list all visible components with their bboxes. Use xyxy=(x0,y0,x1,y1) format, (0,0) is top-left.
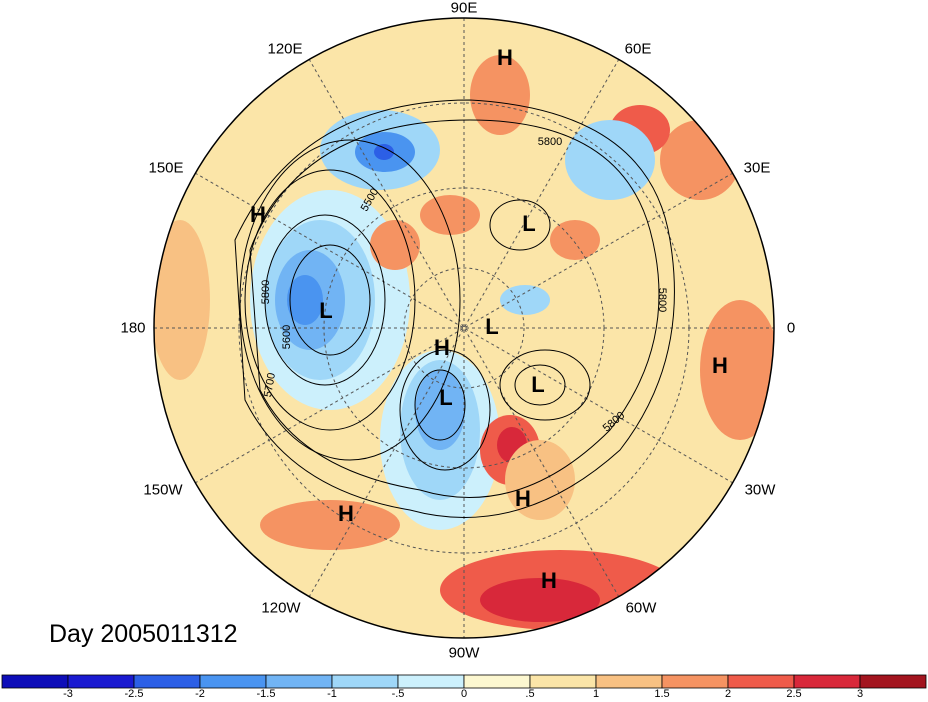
colorbar-swatch xyxy=(793,674,861,689)
colorbar-tick-label: 1.5 xyxy=(654,688,670,700)
contours xyxy=(234,99,675,518)
colorbar xyxy=(1,674,927,689)
low-pressure-marker: L xyxy=(531,372,545,397)
colorbar-tick-label: -3 xyxy=(63,688,73,700)
day-title: Day 2005011312 xyxy=(49,620,238,648)
low-pressure-marker: L xyxy=(522,211,536,236)
low-pressure-marker: L xyxy=(485,314,499,339)
high-pressure-marker: H xyxy=(338,501,354,526)
colorbar-swatch xyxy=(529,674,597,689)
colorbar-tick-label: 1 xyxy=(592,688,600,700)
colorbar-tick-label: -2 xyxy=(195,688,205,700)
colorbar-swatch xyxy=(1,674,69,689)
map-boundary xyxy=(153,17,775,639)
lon-label-150e: 150E xyxy=(148,159,184,177)
colorbar-tick-label: -1.5 xyxy=(256,688,276,700)
lon-label-0: 0 xyxy=(786,319,796,337)
lon-label-120w: 120W xyxy=(261,599,301,617)
colorbar-swatch xyxy=(397,674,465,689)
lon-label-30w: 30W xyxy=(744,481,776,499)
lon-label-30e: 30E xyxy=(743,159,771,177)
colorbar-swatch xyxy=(331,674,399,689)
colorbar-swatch xyxy=(859,674,927,689)
colorbar-swatch xyxy=(265,674,333,689)
graticule xyxy=(154,18,774,638)
colorbar-swatch xyxy=(595,674,663,689)
colorbar-swatch xyxy=(133,674,201,689)
contour-label: 5800 xyxy=(260,279,272,305)
lon-label-90e: 90E xyxy=(450,0,478,17)
colorbar-tick-label: 0 xyxy=(460,688,468,700)
lon-label-120e: 120E xyxy=(267,40,303,58)
colorbar-swatch xyxy=(661,674,729,689)
colorbar-swatch xyxy=(67,674,135,689)
colorbar-tick-label: 3 xyxy=(856,688,864,700)
high-pressure-marker: H xyxy=(541,568,557,593)
lon-label-90w: 90W xyxy=(448,644,480,662)
high-pressure-marker: H xyxy=(250,202,266,227)
lon-label-180: 180 xyxy=(120,319,146,337)
colorbar-tick-label: 2.5 xyxy=(786,688,802,700)
contour-label: 5600 xyxy=(281,324,293,350)
high-pressure-marker: H xyxy=(712,353,728,378)
colorbar-swatch xyxy=(463,674,531,689)
contour-label: 5800 xyxy=(656,287,668,313)
colorbar-tick-label: -2.5 xyxy=(124,688,144,700)
anomaly-field xyxy=(154,18,774,638)
high-pressure-marker: H xyxy=(497,45,513,70)
colorbar-swatch xyxy=(727,674,795,689)
colorbar-tick-label: -.5 xyxy=(391,688,405,700)
contour-label: 5800 xyxy=(537,136,563,148)
colorbar-tick-label: -1 xyxy=(327,688,337,700)
low-pressure-marker: L xyxy=(319,298,333,323)
lon-label-60w: 60W xyxy=(625,599,657,617)
colorbar-swatch xyxy=(199,674,267,689)
low-pressure-marker: L xyxy=(439,385,453,410)
lon-label-60e: 60E xyxy=(624,40,652,58)
lon-label-150w: 150W xyxy=(143,481,183,499)
colorbar-tick-label: .5 xyxy=(525,688,535,700)
high-pressure-marker: H xyxy=(434,335,450,360)
colorbar-tick-label: 2 xyxy=(724,688,732,700)
high-pressure-marker: H xyxy=(515,486,531,511)
